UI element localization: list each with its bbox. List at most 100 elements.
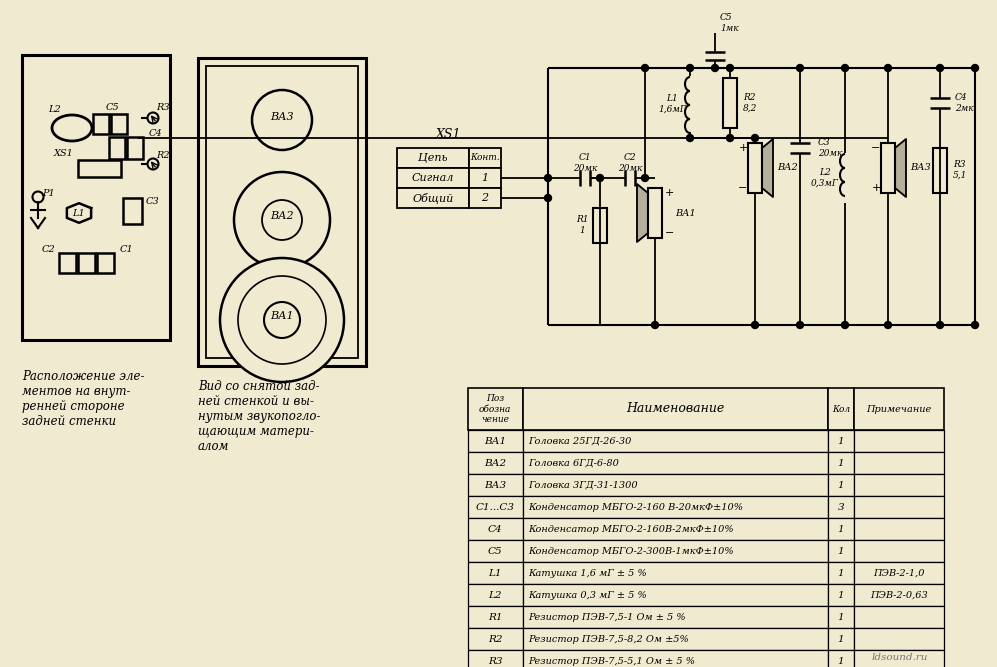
Polygon shape [895,139,906,197]
Bar [97,253,114,273]
Circle shape [797,65,804,71]
Bar [468,584,523,606]
Text: ВА2: ВА2 [777,163,798,173]
Bar [828,518,854,540]
Ellipse shape [52,115,92,141]
Text: C1: C1 [119,245,133,253]
Text: C5
1мк: C5 1мк [720,13,739,33]
Bar [78,160,121,177]
Circle shape [712,65,719,71]
Bar [109,137,125,159]
Bar [468,430,523,452]
Bar [881,143,895,193]
Circle shape [841,321,848,329]
Circle shape [884,321,891,329]
Bar [854,628,944,650]
Bar [854,606,944,628]
Bar [648,188,662,238]
Bar [111,114,127,134]
Bar [59,253,76,273]
Text: ВА2: ВА2 [484,458,506,468]
Bar [93,114,109,134]
Text: ПЭВ-2-0,63: ПЭВ-2-0,63 [870,590,928,600]
Text: R2: R2 [157,151,169,159]
Circle shape [687,65,694,71]
Text: C4
2мк: C4 2мк [955,93,974,113]
Text: Вид со снятой зад-
ней стенкой и вы-
нутым звукопогло-
щающим матери-
алом: Вид со снятой зад- ней стенкой и вы- нут… [198,380,320,453]
Bar [523,540,828,562]
Text: Р1: Р1 [43,189,56,197]
Bar [198,58,366,366]
Text: Катушка 0,3 мГ ± 5 %: Катушка 0,3 мГ ± 5 % [528,590,647,600]
Circle shape [641,65,648,71]
Text: ВА2: ВА2 [270,211,294,221]
Circle shape [752,135,759,141]
Text: R1: R1 [488,612,502,622]
Bar [854,540,944,562]
Text: Примечание: Примечание [866,404,931,414]
Bar [828,452,854,474]
Circle shape [252,90,312,150]
Bar [854,452,944,474]
Text: С4: С4 [488,524,502,534]
Bar [523,650,828,667]
Bar [593,208,607,243]
Bar [523,452,828,474]
Text: C4: C4 [149,129,162,137]
Bar [828,562,854,584]
Text: Общий: Общий [413,192,454,203]
Bar [206,66,358,358]
Text: Катушка 1,6 мГ ± 5 %: Катушка 1,6 мГ ± 5 % [528,568,647,578]
Bar [748,143,762,193]
Text: Кол: Кол [831,404,850,414]
Bar [933,148,947,193]
Text: 3: 3 [837,502,844,512]
Circle shape [752,321,759,329]
Text: +: + [871,183,880,193]
Circle shape [148,113,159,123]
Circle shape [596,175,603,181]
Text: С2
20мк: С2 20мк [618,153,642,173]
Bar [468,562,523,584]
Text: С5: С5 [488,546,502,556]
Circle shape [148,159,159,169]
Circle shape [238,276,326,364]
Circle shape [651,321,658,329]
Bar [854,562,944,584]
Bar [468,606,523,628]
Text: −: − [739,183,748,193]
Circle shape [641,175,648,181]
Text: L1
1,6мГ: L1 1,6мГ [658,94,686,113]
Bar [468,496,523,518]
Bar [828,650,854,667]
Bar [828,388,854,430]
Bar [828,496,854,518]
Text: ВА3: ВА3 [484,480,506,490]
Text: R3
5,1: R3 5,1 [953,160,967,179]
Text: XS1: XS1 [437,129,462,141]
Text: XS1: XS1 [54,149,74,157]
Circle shape [841,65,848,71]
Text: ВА1: ВА1 [675,209,696,217]
Text: +: + [739,143,748,153]
Bar [723,78,737,128]
Bar [397,188,469,208]
Bar [469,148,501,168]
Bar [127,137,143,159]
Text: L1: L1 [489,568,501,578]
Bar [854,474,944,496]
Text: Резистор ПЭВ-7,5-1 Ом ± 5 %: Резистор ПЭВ-7,5-1 Ом ± 5 % [528,612,686,622]
Circle shape [220,258,344,382]
Bar [523,562,828,584]
Text: 1: 1 [837,590,844,600]
Bar [854,388,944,430]
Circle shape [727,135,734,141]
Bar [828,474,854,496]
Text: C5: C5 [105,103,119,113]
Text: 1: 1 [837,524,844,534]
Text: 1: 1 [837,546,844,556]
Bar [523,496,828,518]
Text: Расположение эле-
ментов на внут-
ренней стороне
задней стенки: Расположение эле- ментов на внут- ренней… [22,370,145,428]
Bar [469,168,501,188]
Polygon shape [637,184,648,242]
